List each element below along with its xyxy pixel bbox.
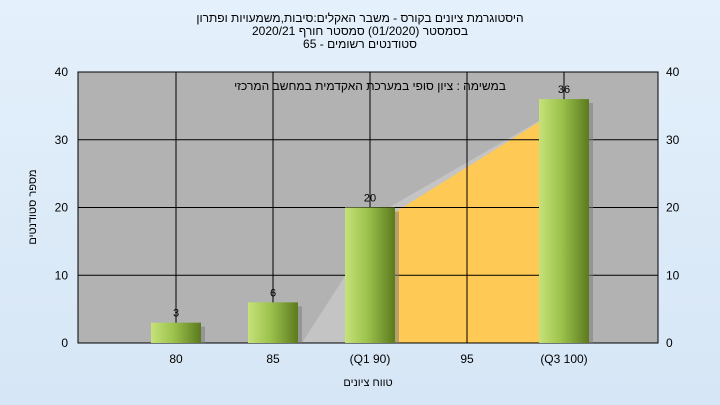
chart-title-line-1: היסטוגרמת ציונים בקורס - משבר האקלים:סיב… [196, 11, 523, 25]
bar [248, 302, 298, 343]
y-tick-label-right: 30 [666, 133, 680, 147]
bar [151, 322, 201, 343]
y-tick-label-left: 30 [55, 133, 69, 147]
y-tick-label-right: 0 [666, 336, 673, 350]
y-tick-label-right: 40 [666, 65, 680, 79]
x-tick-label: 95 [460, 352, 474, 366]
bar-data-label: 3 [173, 308, 179, 320]
y-tick-label-left: 40 [55, 65, 69, 79]
chart-title-line-2: בסמסטר (01/2020) סמסטר חורף 2020/21 [252, 24, 468, 38]
bar [539, 99, 589, 343]
chart-title-line-3: סטודנטים רשומים - 65 [303, 37, 417, 51]
bar [345, 207, 395, 343]
tick-labels: 0 0 10 10 20 20 30 30 40 40 80 85 (Q1 90) 95 (Q3 100) [55, 65, 680, 366]
chart-annotation: במשימה : ציון סופי במערכת האקדמית במחשב … [234, 79, 506, 93]
x-tick-label: (Q1 90) [350, 352, 391, 366]
bar-data-label: 36 [558, 84, 570, 96]
y-tick-label-right: 10 [666, 268, 680, 282]
y-tick-label-left: 20 [55, 201, 69, 215]
x-tick-label: 80 [169, 352, 183, 366]
y-tick-label-right: 20 [666, 201, 680, 215]
y-tick-label-left: 0 [61, 336, 68, 350]
x-axis-title: טווח ציונים [343, 377, 392, 389]
bar-data-label: 6 [270, 287, 276, 299]
y-axis-title: מספר סטודנטים [27, 169, 39, 244]
y-tick-label-left: 10 [55, 268, 69, 282]
bar-data-label: 20 [364, 193, 376, 205]
x-tick-label: (Q3 100) [540, 352, 587, 366]
x-tick-label: 85 [266, 352, 280, 366]
